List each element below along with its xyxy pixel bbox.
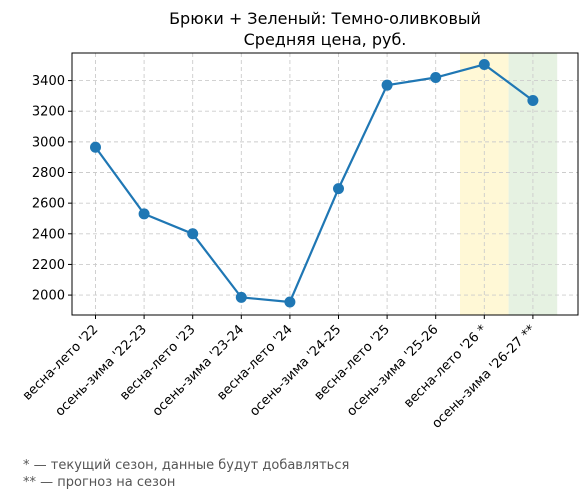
data-point bbox=[381, 79, 393, 91]
x-tick-label: осень-зима '25-26 bbox=[344, 322, 441, 419]
grid-layer bbox=[72, 53, 578, 315]
y-tick-labels: 2000 2200 2400 2600 2800 3000 3200 3400 bbox=[32, 74, 65, 304]
x-tick-label: осень-зима '22-23 bbox=[53, 322, 150, 419]
plot-frame bbox=[71, 52, 579, 316]
data-point bbox=[235, 291, 247, 303]
chart-title-line-2: Средняя цена, руб. bbox=[244, 30, 407, 49]
series-line bbox=[94, 63, 534, 304]
data-point bbox=[333, 183, 344, 195]
chart-title-line-1: Брюки + Зеленый: Темно-оливковый bbox=[169, 9, 481, 28]
data-point bbox=[527, 94, 539, 106]
season-highlight-band bbox=[508, 53, 558, 315]
x-tick-label: осень-зима '23-24 bbox=[150, 322, 247, 419]
y-tick-label: 2800 bbox=[32, 166, 65, 181]
data-point bbox=[430, 72, 442, 84]
axes-layer bbox=[68, 52, 579, 319]
footnote-forecast: ** — прогноз на сезон bbox=[23, 475, 175, 490]
y-tick-label: 2600 bbox=[32, 197, 65, 212]
data-point bbox=[138, 208, 150, 220]
y-tick-label: 2000 bbox=[32, 289, 65, 304]
season-highlight-band bbox=[460, 53, 509, 315]
data-point bbox=[90, 141, 101, 153]
footnote-current-season: * — текущий сезон, данные будут добавлят… bbox=[23, 458, 349, 473]
data-point bbox=[187, 228, 199, 240]
y-tick-label: 3200 bbox=[32, 105, 65, 120]
series-layer bbox=[90, 58, 539, 308]
season-highlight-layer bbox=[460, 53, 558, 315]
data-point bbox=[478, 58, 490, 70]
x-tick-label: осень-зима '24-25 bbox=[247, 322, 344, 419]
y-tick-label: 2200 bbox=[32, 258, 65, 273]
y-tick-label: 2400 bbox=[32, 227, 65, 242]
y-tick-label: 3000 bbox=[32, 135, 65, 150]
x-tick-label: весна-лето '26 * bbox=[401, 322, 490, 411]
y-tick-label: 3400 bbox=[32, 74, 65, 89]
data-point bbox=[284, 296, 296, 308]
